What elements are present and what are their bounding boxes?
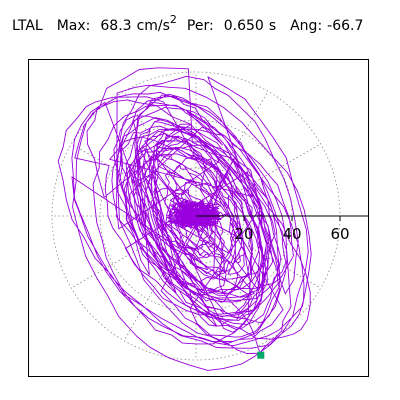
end-point-marker [257,351,265,359]
max-unit-exponent: 2 [169,13,177,26]
max-value: 68.3 [100,18,132,34]
grid-spoke [195,143,321,217]
max-label: Max: [56,18,91,34]
radial-tick-label: 20 [234,225,253,243]
plot-frame [28,59,369,377]
station-code: LTAL [12,18,43,34]
max-unit: cm/s [136,18,170,34]
end-marker-layer [257,351,265,359]
period-label: Per: [186,18,214,34]
radial-tick-label: 60 [330,225,349,243]
axes [196,215,368,221]
radial-tick-labels: 20 40 60 [234,225,349,243]
radial-tick-label: 40 [282,225,301,243]
period-unit: s [268,18,277,34]
period-value: 0.650 [223,18,264,34]
motion-trace [57,67,312,371]
angle-label: Ang: [290,18,323,34]
plot-header: LTAL Max: 68.3 cm/s2 Per: 0.650 s Ang: -66.7 [12,13,364,36]
grid-spoke [123,215,197,341]
angle-value: -66.7 [327,18,364,34]
motion-trace-line [57,67,312,371]
